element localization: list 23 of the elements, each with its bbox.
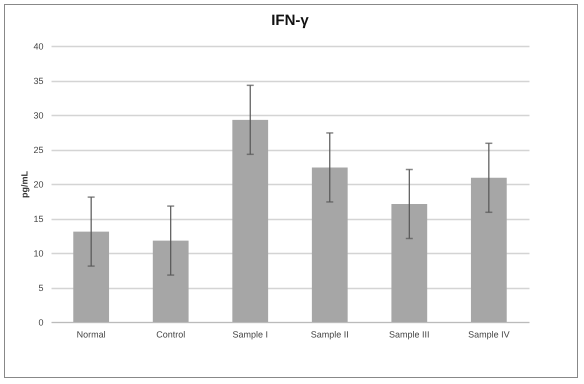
y-axis-title: pg/mL xyxy=(19,170,30,198)
bar xyxy=(312,167,348,322)
x-tick-label: Sample III xyxy=(389,330,430,340)
bar xyxy=(152,240,189,322)
chart-title: IFN-γ xyxy=(271,12,310,29)
bar xyxy=(391,204,428,322)
x-tick-label: Sample I xyxy=(232,330,268,340)
x-tick-label: Sample II xyxy=(310,330,349,340)
bar xyxy=(232,120,268,322)
y-tick-label: 20 xyxy=(33,180,44,190)
bar xyxy=(73,232,110,322)
y-tick-label: 5 xyxy=(38,283,44,293)
y-tick-label: 10 xyxy=(33,248,44,258)
bar xyxy=(470,178,507,322)
x-tick-label: Normal xyxy=(76,330,106,340)
x-tick-label: Sample IV xyxy=(468,330,510,340)
x-tick-label: Control xyxy=(156,330,186,340)
y-tick-label: 25 xyxy=(33,145,44,155)
y-tick-label: 35 xyxy=(33,76,44,86)
y-tick-label: 40 xyxy=(33,42,44,52)
y-tick-label: 0 xyxy=(38,318,44,328)
y-tick-label: 30 xyxy=(33,110,44,120)
y-tick-label: 15 xyxy=(33,214,44,224)
